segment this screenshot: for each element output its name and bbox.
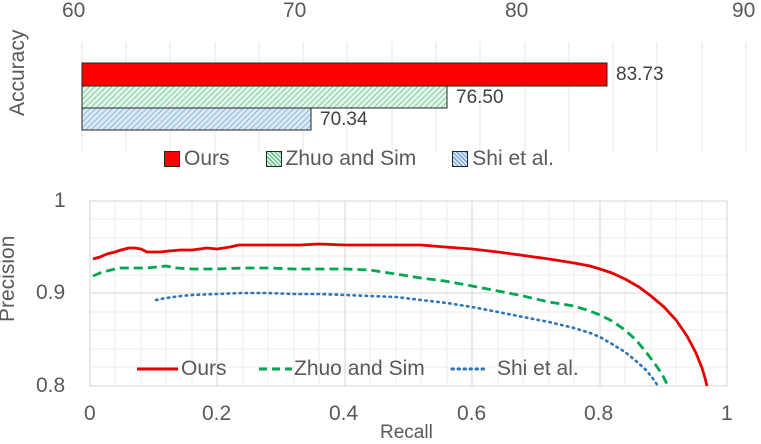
bar-legend: Ours Zhuo and Sim Shi et al. [164,146,554,172]
accuracy-axis-label: Accuracy [6,29,29,116]
line-shi-et-al [154,291,660,388]
x-tick-0.4: 0.4 [329,402,359,425]
line-zhuo-and-sim [92,264,670,387]
recall-axis-label: Recall [380,422,433,443]
y-tick-1: 1 [54,189,66,212]
line-ours [92,242,709,387]
x-tick-80: 80 [505,0,529,22]
value-label-ours: 83.73 [616,64,664,85]
x-tick-60: 60 [62,0,86,22]
bar-zhuo-and-sim [81,85,448,109]
x-tick-0.8: 0.8 [584,402,614,425]
x-tick-70: 70 [283,0,307,22]
x-tick-0: 0 [84,402,96,425]
x-tick-1: 1 [721,402,733,425]
y-tick-0.8: 0.8 [36,374,66,397]
legend-label-shi: Shi et al. [472,147,554,170]
bar-ours [81,62,608,87]
precision-axis-label: Precision [0,235,19,322]
legend-label-ours: Ours [184,147,230,170]
legend-swatch-zhuo [265,151,282,167]
pr-legend-label-zhuo: Zhuo and Sim [294,357,425,380]
legend-swatch-shi [452,151,469,167]
pr-legend-label-ours: Ours [181,357,227,380]
y-tick-0.9: 0.9 [36,281,66,304]
value-label-shi: 70.34 [320,109,368,130]
value-label-zhuo: 76.50 [456,87,504,108]
legend-label-zhuo: Zhuo and Sim [285,147,417,170]
x-tick-0.2: 0.2 [202,402,232,425]
pr-legend-label-shi: Shi et al. [497,357,579,380]
x-tick-90: 90 [732,0,756,22]
legend-swatch-ours [164,151,180,167]
bar-shi-et-al [81,107,312,131]
x-tick-0.6: 0.6 [457,402,487,425]
precision-recall-chart [89,200,728,388]
plot-area-border [89,200,728,387]
accuracy-bar-chart [81,42,747,152]
